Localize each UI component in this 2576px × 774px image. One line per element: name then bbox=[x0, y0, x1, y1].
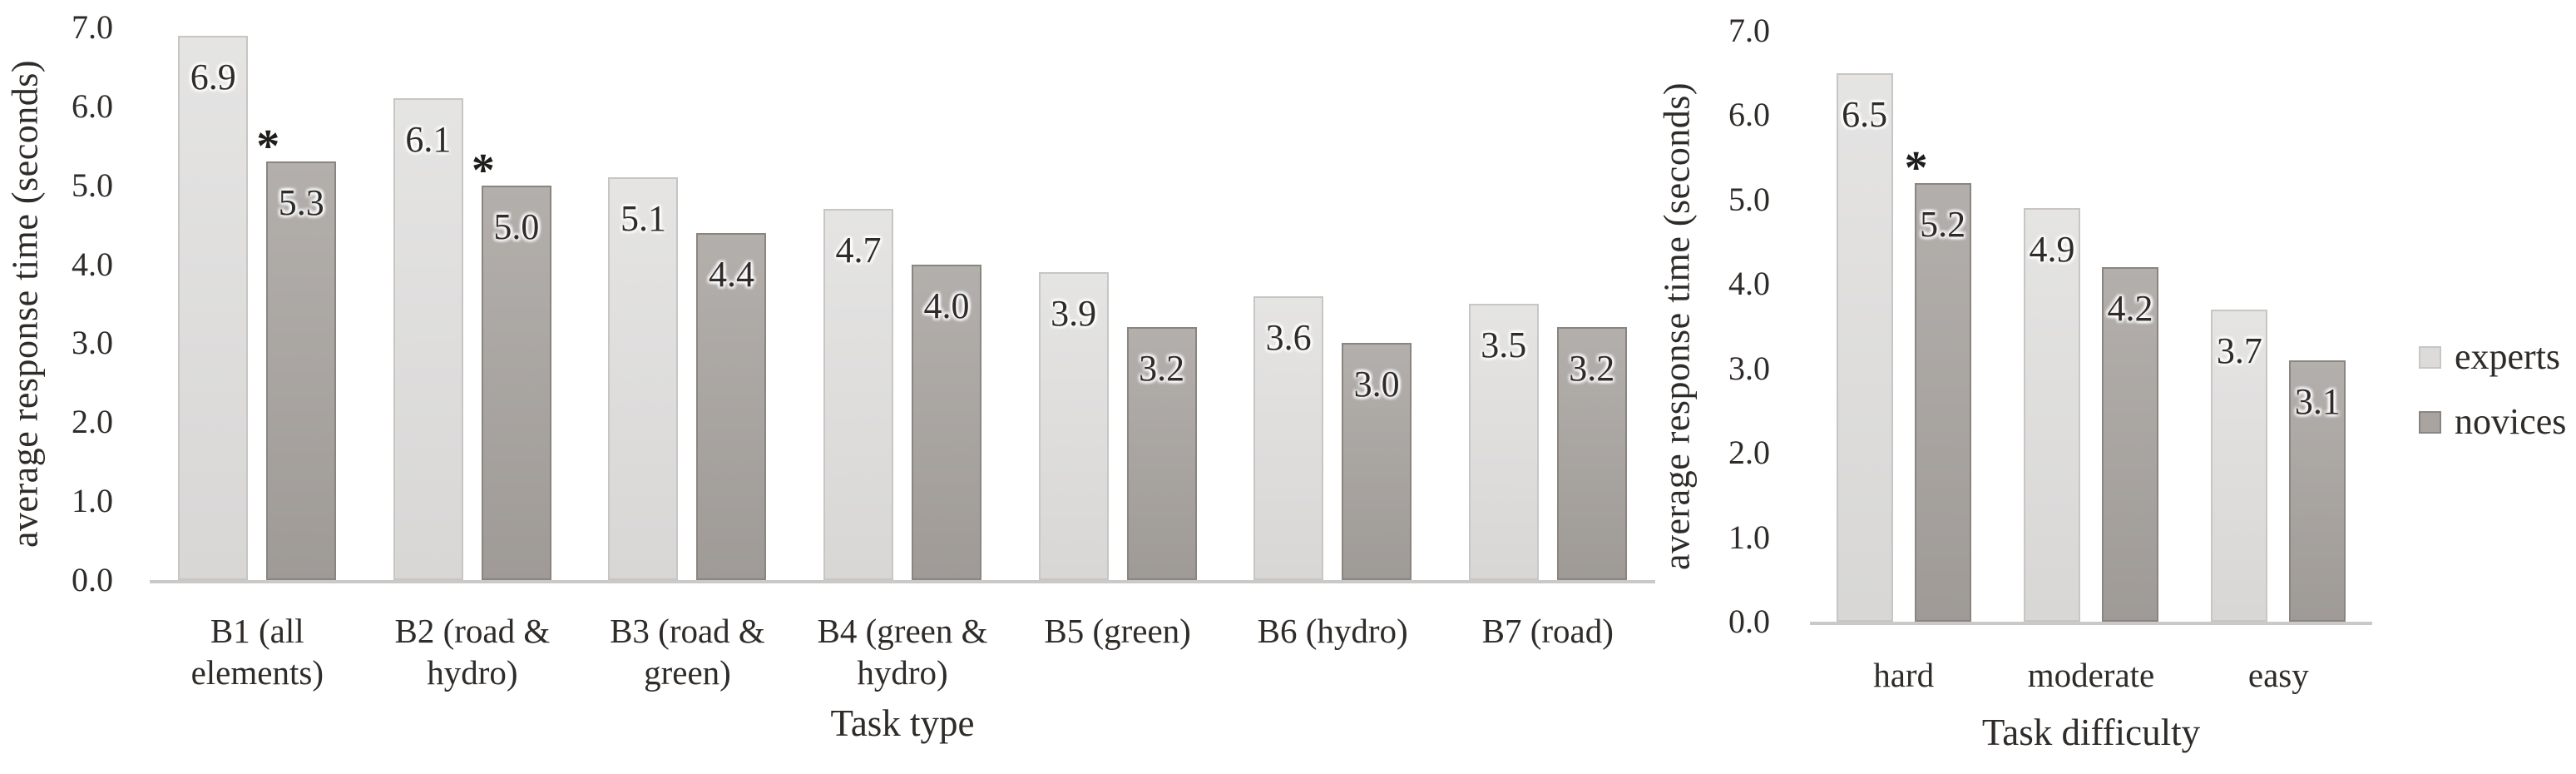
bar-value-label: 4.4 bbox=[708, 253, 754, 295]
bar-novices-1: 5.0 * bbox=[472, 147, 551, 580]
y-axis-tick-label: 5.0 bbox=[1728, 180, 1770, 218]
bar-value-label: 3.0 bbox=[1353, 364, 1400, 405]
y-axis-tick-label: 6.0 bbox=[1728, 96, 1770, 134]
bar-value-label: 3.7 bbox=[2216, 330, 2262, 371]
x-axis-category-label: B2 (road & hydro) bbox=[394, 612, 551, 692]
bar-experts-1: 6.1 bbox=[393, 98, 463, 580]
significance-asterisk: * bbox=[256, 121, 280, 173]
bar-value-label: 6.9 bbox=[190, 56, 236, 97]
legend-item-experts: experts bbox=[2419, 336, 2566, 377]
legend-label-experts: experts bbox=[2455, 336, 2561, 377]
bar-novices-3: 4.0 bbox=[912, 264, 982, 580]
legend-label-novices: novices bbox=[2455, 401, 2567, 443]
x-axis-category-label: B1 (all elements) bbox=[190, 612, 324, 692]
y-axis-tick-label: 3.0 bbox=[72, 324, 113, 362]
y-axis-tick-label: 2.0 bbox=[1728, 434, 1770, 472]
significance-asterisk: * bbox=[1904, 141, 1928, 194]
y-axis-tick-label: 6.0 bbox=[72, 87, 113, 125]
bar-experts-5: 3.6 bbox=[1253, 295, 1324, 580]
bar-value-label: 6.1 bbox=[405, 119, 452, 161]
bar-value-label: 4.0 bbox=[923, 285, 970, 326]
bar-value-label: 4.2 bbox=[2107, 288, 2153, 329]
bar-group: 4.9 4.2 bbox=[1997, 31, 2184, 622]
bar-value-label: 5.3 bbox=[278, 182, 324, 224]
x-axis-category-label: B3 (road & green) bbox=[610, 612, 765, 692]
bar-experts-3: 4.7 bbox=[823, 209, 894, 580]
y-axis-tick-label: 1.0 bbox=[1728, 518, 1770, 556]
y-axis-tick-label: 0.0 bbox=[72, 561, 113, 598]
y-axis-tick-label: 4.0 bbox=[1728, 265, 1770, 303]
legend-swatch-experts-icon bbox=[2419, 345, 2441, 369]
bar-value-label: 5.0 bbox=[493, 206, 540, 247]
x-axis-category-label: hard bbox=[1873, 656, 1935, 694]
bar-novices-1: 4.2 bbox=[2101, 267, 2158, 622]
bar-group: 5.1 4.4 bbox=[580, 27, 795, 580]
y-axis-tick-label: 3.0 bbox=[1728, 349, 1770, 387]
bar-group: 6.1 5.0 * bbox=[365, 27, 581, 580]
bar-value-label: 3.9 bbox=[1051, 293, 1097, 335]
bar-value-label: 4.7 bbox=[835, 230, 882, 271]
bar-value-label: 3.1 bbox=[2294, 380, 2341, 422]
significance-asterisk: * bbox=[471, 144, 495, 196]
y-axis-tick-label: 2.0 bbox=[72, 403, 113, 441]
bar-group: 3.6 3.0 bbox=[1225, 27, 1441, 580]
y-axis-ticks: 7.0 6.0 5.0 4.0 3.0 2.0 1.0 0.0 bbox=[0, 11, 125, 597]
y-axis-ticks: 7.0 6.0 5.0 4.0 3.0 2.0 1.0 0.0 bbox=[1660, 14, 1782, 638]
bar-novices-2: 3.1 bbox=[2289, 360, 2346, 622]
bar-value-label: 3.6 bbox=[1265, 316, 1312, 358]
y-axis-tick-label: 4.0 bbox=[72, 245, 113, 283]
bar-novices-0: 5.3 * bbox=[256, 124, 337, 580]
x-axis-category-label: B6 (hydro) bbox=[1257, 612, 1408, 650]
bar-novices-6: 3.2 bbox=[1556, 327, 1627, 580]
bar-experts-2: 3.7 bbox=[2211, 309, 2268, 622]
bar-novices-0: 5.2 * bbox=[1905, 145, 1971, 622]
y-axis-tick-label: 1.0 bbox=[72, 482, 113, 520]
y-axis-tick-label: 0.0 bbox=[1728, 603, 1770, 640]
bar-value-label: 3.2 bbox=[1569, 348, 1615, 389]
plot-area-task-type: 6.9 5.3 * 6.1 5.0 * 5.1 4.4 4.7 4.0 3.9 3.2 3.6 3.0 3.… bbox=[150, 27, 1655, 583]
bar-experts-1: 4.9 bbox=[2023, 208, 2080, 622]
x-axis-category-label: moderate bbox=[2027, 656, 2155, 694]
bar-group: 4.7 4.0 bbox=[795, 27, 1011, 580]
bar-experts-2: 5.1 bbox=[608, 177, 679, 580]
x-axis-category-label: B4 (green & hydro) bbox=[817, 612, 988, 692]
plot-area-task-difficulty: 6.5 5.2 * 4.9 4.2 3.7 3.1 bbox=[1810, 31, 2372, 625]
bar-novices-4: 3.2 bbox=[1126, 327, 1197, 580]
y-axis-tick-label: 5.0 bbox=[72, 166, 113, 204]
bar-experts-0: 6.9 bbox=[178, 35, 249, 580]
x-axis-category-label: B7 (road) bbox=[1481, 612, 1614, 650]
y-axis-tick-label: 7.0 bbox=[1728, 12, 1770, 49]
x-axis-title: Task type bbox=[830, 702, 975, 744]
x-axis-category-label: easy bbox=[2247, 656, 2309, 694]
x-axis-category-label: B5 (green) bbox=[1044, 612, 1191, 650]
bar-experts-6: 3.5 bbox=[1468, 304, 1539, 580]
bar-group: 3.5 3.2 bbox=[1440, 27, 1655, 580]
bar-group: 6.5 5.2 * bbox=[1810, 31, 1997, 622]
bar-experts-0: 6.5 bbox=[1836, 72, 1893, 622]
y-axis-tick-label: 7.0 bbox=[72, 8, 113, 46]
bar-group: 6.9 5.3 * bbox=[150, 27, 365, 580]
legend-swatch-novices-icon bbox=[2419, 411, 2441, 434]
bar-group: 3.9 3.2 bbox=[1010, 27, 1225, 580]
bar-value-label: 3.2 bbox=[1139, 348, 1185, 389]
bar-novices-2: 4.4 bbox=[696, 232, 767, 580]
x-axis-labels: B1 (all elements) B2 (road & hydro) B3 (ro… bbox=[150, 610, 1655, 693]
bar-value-label: 5.2 bbox=[1920, 203, 1966, 245]
x-axis-title: Task difficulty bbox=[1981, 712, 2201, 753]
bar-group: 3.7 3.1 bbox=[2185, 31, 2372, 622]
bar-value-label: 4.9 bbox=[2029, 229, 2075, 270]
bar-experts-4: 3.9 bbox=[1038, 272, 1109, 580]
bar-value-label: 3.5 bbox=[1481, 325, 1527, 365]
bar-novices-5: 3.0 bbox=[1342, 343, 1412, 580]
legend: experts novices bbox=[2419, 336, 2567, 468]
bar-value-label: 5.1 bbox=[620, 198, 666, 240]
x-axis-labels: hard moderate easy bbox=[1810, 654, 2372, 696]
legend-item-novices: novices bbox=[2419, 401, 2567, 443]
bar-value-label: 6.5 bbox=[1842, 93, 1888, 135]
